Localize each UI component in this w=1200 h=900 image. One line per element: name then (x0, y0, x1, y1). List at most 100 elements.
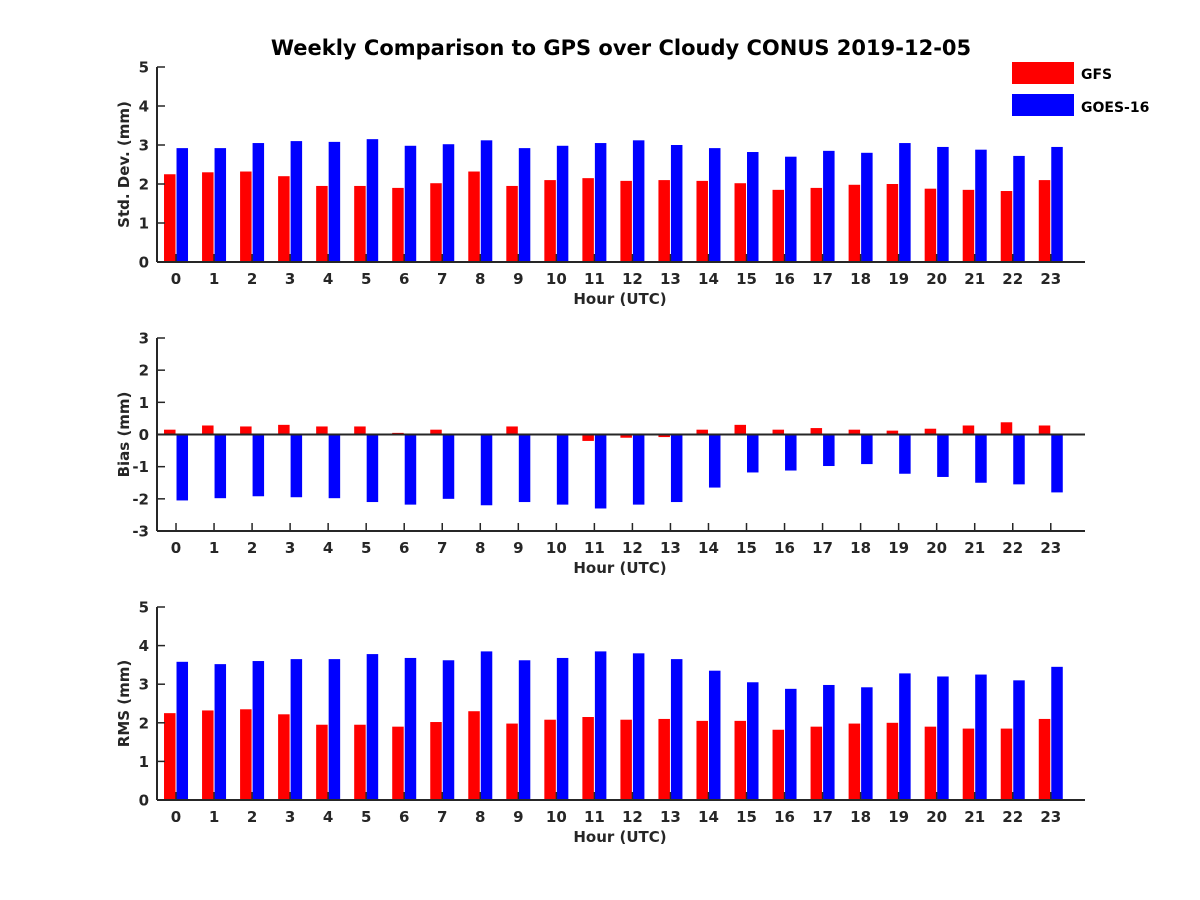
bias-x-tick-label: 23 (1040, 539, 1061, 557)
rms-y-tick-label: 4 (139, 637, 149, 655)
rms-bar-goes16-5 (366, 654, 379, 800)
rms-bar-goes16-23 (1051, 666, 1063, 800)
legend-swatch-goes16 (1012, 94, 1074, 116)
legend-swatch-gfs (1012, 62, 1074, 84)
rms-bar-goes16-9 (518, 660, 531, 800)
rms-x-tick-label: 0 (171, 808, 181, 826)
bias-x-tick-label: 18 (850, 539, 871, 557)
bias-x-tick-label: 22 (1002, 539, 1023, 557)
rms-y-tick-label: 1 (139, 753, 149, 771)
bias-x-tick-label: 20 (926, 539, 947, 557)
bias-bar-gfs-22 (1000, 422, 1013, 435)
bias-y-tick-label: 0 (139, 426, 149, 444)
rms-x-tick-label: 2 (247, 808, 257, 826)
stddev-bar-goes16-0 (176, 148, 189, 262)
stddev-bar-gfs-3 (278, 176, 290, 262)
stddev-x-tick-label: 15 (736, 270, 757, 288)
stddev-bar-goes16-16 (785, 156, 797, 262)
bias-bar-goes16-17 (823, 434, 835, 467)
stddev-bar-gfs-0 (164, 174, 176, 262)
stddev-x-tick-label: 2 (247, 270, 257, 288)
stddev-bar-goes16-8 (480, 140, 493, 262)
stddev-x-tick-label: 22 (1002, 270, 1023, 288)
rms-bar-goes16-0 (176, 661, 189, 800)
rms-x-tick-label: 16 (774, 808, 795, 826)
bias-bar-goes16-14 (708, 434, 721, 488)
bias-x-tick-label: 16 (774, 539, 795, 557)
rms-bar-gfs-17 (810, 726, 823, 800)
rms-bar-gfs-0 (164, 713, 176, 800)
bias-bar-goes16-20 (937, 434, 949, 477)
bias-bar-gfs-7 (430, 429, 442, 435)
bias-bar-goes16-16 (785, 434, 797, 471)
rms-y-tick-label: 2 (139, 714, 149, 732)
stddev-x-tick-label: 3 (285, 270, 295, 288)
rms-bar-gfs-9 (506, 723, 518, 800)
stddev-y-axis-label: Std. Dev. (mm) (115, 101, 133, 228)
rms-bar-goes16-10 (556, 657, 569, 800)
rms-bar-gfs-19 (886, 722, 899, 800)
rms-x-tick-label: 19 (888, 808, 909, 826)
bias-bar-gfs-13 (658, 434, 670, 438)
bias-bar-goes16-22 (1013, 434, 1025, 485)
bias-bar-gfs-0 (164, 429, 176, 435)
bias-x-tick-label: 3 (285, 539, 295, 557)
stddev-x-tick-label: 13 (660, 270, 681, 288)
bias-bar-gfs-14 (696, 429, 708, 435)
stddev-y-tick-label: 3 (139, 137, 149, 155)
rms-bar-gfs-13 (658, 718, 670, 800)
rms-x-axis-label: Hour (UTC) (573, 828, 666, 846)
rms-x-tick-label: 22 (1002, 808, 1023, 826)
stddev-bar-gfs-14 (696, 180, 708, 262)
legend-label-goes16: GOES-16 (1081, 100, 1149, 116)
bias-x-tick-label: 6 (399, 539, 409, 557)
stddev-x-tick-label: 5 (361, 270, 371, 288)
stddev-bar-gfs-10 (544, 180, 556, 262)
bias-y-axis-label: Bias (mm) (115, 392, 133, 478)
rms-bar-goes16-2 (252, 661, 265, 800)
stddev-bar-gfs-22 (1000, 191, 1013, 262)
stddev-bar-gfs-18 (848, 184, 861, 262)
stddev-bar-goes16-15 (747, 152, 759, 262)
stddev-x-tick-label: 0 (171, 270, 181, 288)
stddev-x-axis-label: Hour (UTC) (573, 290, 666, 308)
bias-bar-goes16-19 (899, 434, 911, 474)
rms-bar-goes16-7 (442, 660, 455, 800)
stddev-x-tick-label: 9 (513, 270, 523, 288)
stddev-bar-goes16-4 (328, 141, 341, 262)
stddev-bar-gfs-5 (354, 185, 366, 262)
rms-bar-gfs-20 (924, 726, 937, 800)
stddev-x-tick-label: 11 (584, 270, 605, 288)
stddev-bar-goes16-11 (594, 143, 607, 262)
stddev-bar-goes16-13 (670, 145, 683, 262)
chart-title: Weekly Comparison to GPS over Cloudy CON… (271, 36, 971, 60)
bias-bar-gfs-19 (886, 430, 899, 435)
stddev-bar-gfs-13 (658, 180, 670, 262)
rms-bar-gfs-11 (582, 717, 594, 800)
bias-bar-goes16-13 (670, 434, 683, 503)
bias-x-tick-label: 15 (736, 539, 757, 557)
stddev-bar-goes16-21 (975, 149, 987, 262)
stddev-bar-goes16-6 (404, 145, 417, 262)
stddev-bar-gfs-19 (886, 184, 899, 262)
rms-bar-goes16-6 (404, 657, 417, 800)
stddev-x-tick-label: 21 (964, 270, 985, 288)
bias-x-tick-label: 1 (209, 539, 219, 557)
rms-bar-goes16-3 (290, 659, 303, 800)
bias-y-tick-label: -2 (132, 490, 149, 508)
bias-bar-goes16-3 (290, 434, 303, 498)
legend: GFS GOES-16 (1012, 62, 1149, 116)
rms-bar-gfs-22 (1000, 728, 1013, 800)
bias-x-tick-label: 14 (698, 539, 719, 557)
bias-bar-gfs-15 (734, 424, 747, 435)
stddev-x-tick-label: 1 (209, 270, 219, 288)
rms-x-tick-label: 1 (209, 808, 219, 826)
bias-bar-gfs-2 (240, 426, 252, 435)
stddev-bar-gfs-2 (240, 171, 252, 262)
rms-x-tick-label: 6 (399, 808, 409, 826)
stddev-x-tick-label: 8 (475, 270, 485, 288)
rms-x-tick-label: 7 (437, 808, 447, 826)
rms-bar-gfs-2 (240, 709, 252, 800)
bias-bar-goes16-23 (1051, 434, 1063, 493)
